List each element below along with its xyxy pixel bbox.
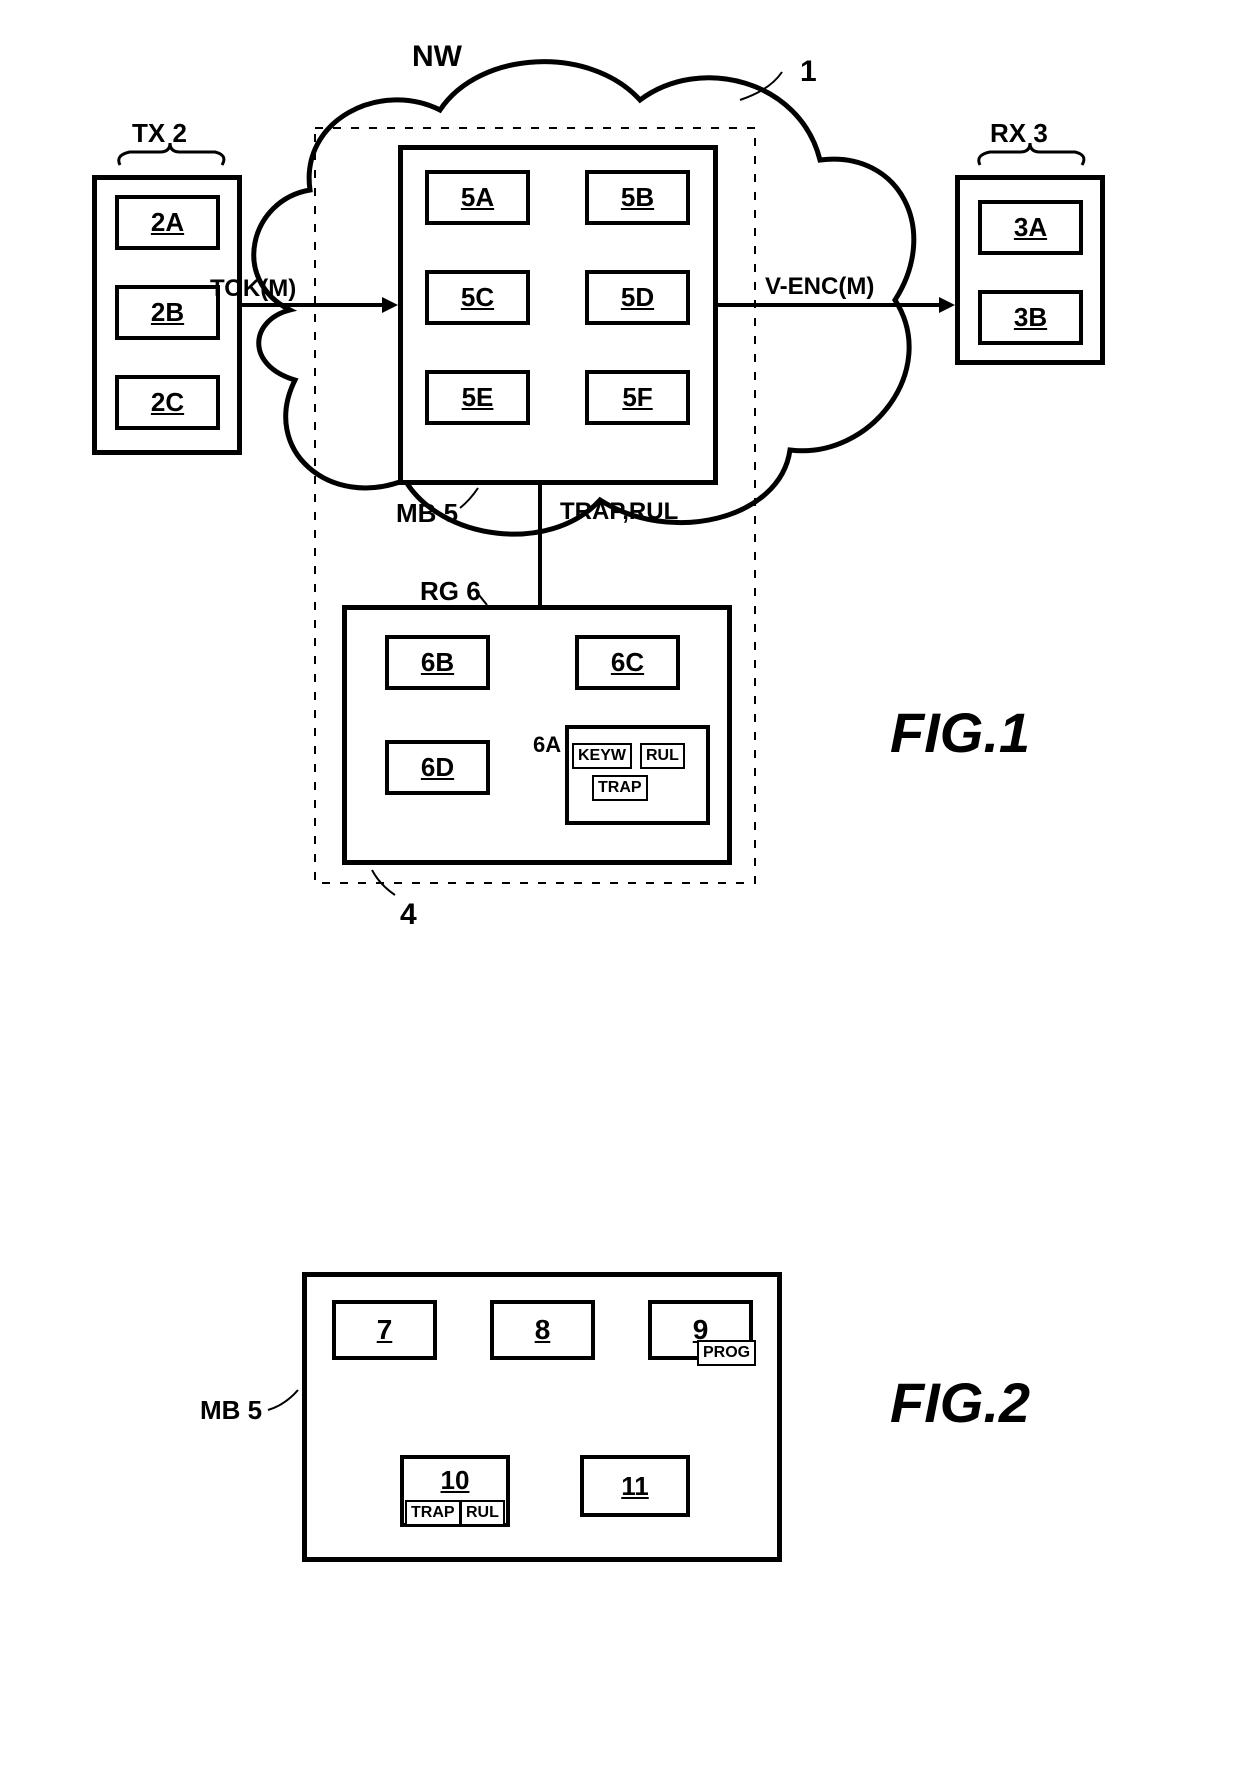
fig2-item-7: 7 (332, 1300, 437, 1360)
rg-item-6b: 6B (385, 635, 490, 690)
tx-item-2c: 2C (115, 375, 220, 430)
label-mb5: MB 5 (396, 498, 458, 529)
fig2-rul: RUL (460, 1500, 505, 1526)
fig1-title: FIG.1 (890, 700, 1030, 765)
mb-item-5d: 5D (585, 270, 690, 325)
rg-item-6d: 6D (385, 740, 490, 795)
rx-item-3b: 3B (978, 290, 1083, 345)
label-rg6: RG 6 (420, 576, 481, 607)
label-tx: TX 2 (132, 118, 187, 149)
fig2-title: FIG.2 (890, 1370, 1030, 1435)
mb-item-5c: 5C (425, 270, 530, 325)
mb-item-5b: 5B (585, 170, 690, 225)
rg-6a-keyw: KEYW (572, 743, 632, 769)
fig2-item-8: 8 (490, 1300, 595, 1360)
mb-item-5a: 5A (425, 170, 530, 225)
rg-item-6c: 6C (575, 635, 680, 690)
label-rx: RX 3 (990, 118, 1048, 149)
label-6a: 6A (533, 732, 561, 758)
rg-6a-rul: RUL (640, 743, 685, 769)
rx-item-3a: 3A (978, 200, 1083, 255)
fig2-label-mb5: MB 5 (200, 1395, 262, 1426)
label-one: 1 (800, 55, 817, 89)
label-tok: TOK(M) (210, 275, 296, 303)
mb-item-5e: 5E (425, 370, 530, 425)
label-venc: V-ENC(M) (765, 273, 874, 301)
label-traprul: TRAP,RUL (560, 498, 678, 526)
mb-item-5f: 5F (585, 370, 690, 425)
rg-6a-trap: TRAP (592, 775, 648, 801)
label-four: 4 (400, 898, 417, 932)
label-nw: NW (412, 40, 462, 74)
tx-item-2b: 2B (115, 285, 220, 340)
fig2-trap: TRAP (405, 1500, 461, 1526)
fig2-item-11: 11 (580, 1455, 690, 1517)
tx-item-2a: 2A (115, 195, 220, 250)
fig2-prog: PROG (697, 1340, 756, 1366)
